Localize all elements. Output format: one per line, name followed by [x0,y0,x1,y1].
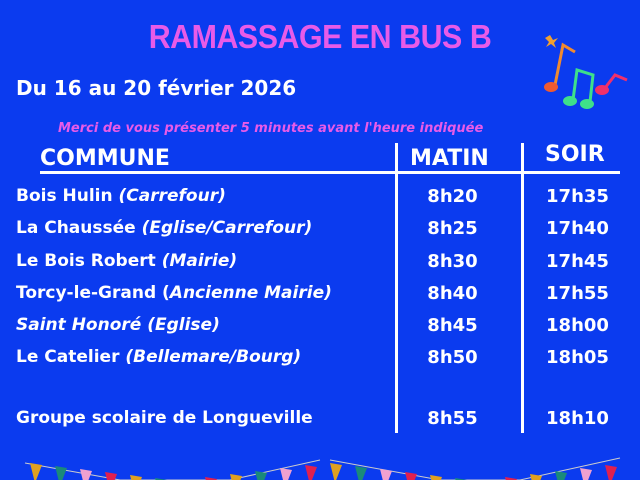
bunting-flag [305,465,317,480]
bunting-flag [105,472,117,480]
bunting-flag [530,474,542,480]
soir-time: 18h05 [546,347,609,368]
matin-time: 8h20 [427,186,478,207]
header-soir: SOIR [545,142,605,167]
soir-time: 18h00 [546,315,609,336]
bunting-flag [380,469,392,480]
bunting-flag [280,468,292,480]
table-row: La Chaussée (Eglise/Carrefour) 8h25 17h4… [0,218,640,246]
stop-detail: Saint Honoré (Eglise) [16,315,220,335]
bunting-flag [30,463,42,480]
commune-cell: Bois Hulin (Carrefour) [16,186,226,206]
commune-name: Le Bois Robert [16,251,156,271]
column-divider [395,143,398,433]
matin-time: 8h45 [427,315,478,336]
table-row: Groupe scolaire de Longueville 8h55 18h1… [0,408,640,436]
bunting-flag [205,477,217,480]
commune-cell: Le Bois Robert (Mairie) [16,251,237,271]
header-divider [40,171,620,174]
notice-text: Merci de vous présenter 5 minutes avant … [58,121,484,136]
music-notes-icon [544,35,628,109]
stop-detail: Ancienne Mairie) [169,283,332,303]
bunting-flag [230,474,242,480]
stop-detail: (Eglise/Carrefour) [141,218,313,238]
stop-detail: (Carrefour) [118,186,226,206]
matin-time: 8h30 [427,251,478,272]
bunting-flag [430,475,442,480]
bunting-flag [130,475,142,480]
commune-cell: Le Catelier (Bellemare/Bourg) [16,347,301,367]
header-commune: COMMUNE [40,146,170,171]
stop-detail: (Bellemare/Bourg) [125,347,302,367]
header-matin: MATIN [410,146,489,171]
commune-cell: La Chaussée (Eglise/Carrefour) [16,218,312,238]
soir-time: 17h35 [546,186,609,207]
table-row: Le Bois Robert (Mairie) 8h30 17h45 [0,251,640,279]
bunting-flag [505,477,517,480]
commune-name: Torcy-le-Grand ( [16,283,170,303]
matin-time: 8h40 [427,283,478,304]
matin-time: 8h25 [427,218,478,239]
table-row: Bois Hulin (Carrefour) 8h20 17h35 [0,186,640,214]
bunting-flag [80,469,92,480]
table-row: Saint Honoré (Eglise) 8h45 18h00 [0,315,640,343]
bunting-flag [605,465,617,480]
soir-time: 17h55 [546,283,609,304]
commune-name: Bois Hulin [16,186,113,206]
bunting-flag [580,468,592,480]
matin-time: 8h50 [427,347,478,368]
soir-time: 18h10 [546,408,609,429]
bunting-flag [555,471,567,480]
date-range: Du 16 au 20 février 2026 [16,76,297,100]
poster-title: RAMASSAGE EN BUS B [148,18,492,55]
bunting-decoration [24,457,621,480]
soir-time: 17h40 [546,218,609,239]
table-row: Torcy-le-Grand (Ancienne Mairie) 8h40 17… [0,283,640,311]
commune-cell: Torcy-le-Grand (Ancienne Mairie) [16,283,332,303]
table-row: Le Catelier (Bellemare/Bourg) 8h50 18h05 [0,347,640,375]
soir-time: 17h45 [546,251,609,272]
commune-name: Groupe scolaire de Longueville [16,408,313,428]
bunting-flag [55,466,67,480]
bunting-flag [330,463,342,480]
commune-cell: Saint Honoré (Eglise) [16,315,220,335]
bunting-flag [355,466,367,480]
commune-name: Le Catelier [16,347,120,367]
column-divider [521,143,524,433]
bunting-flag [405,472,417,480]
bunting-flag [255,471,267,480]
commune-name: La Chaussée [16,218,136,238]
matin-time: 8h55 [427,408,478,429]
stop-detail: (Mairie) [161,251,238,271]
commune-cell: Groupe scolaire de Longueville [16,408,313,428]
